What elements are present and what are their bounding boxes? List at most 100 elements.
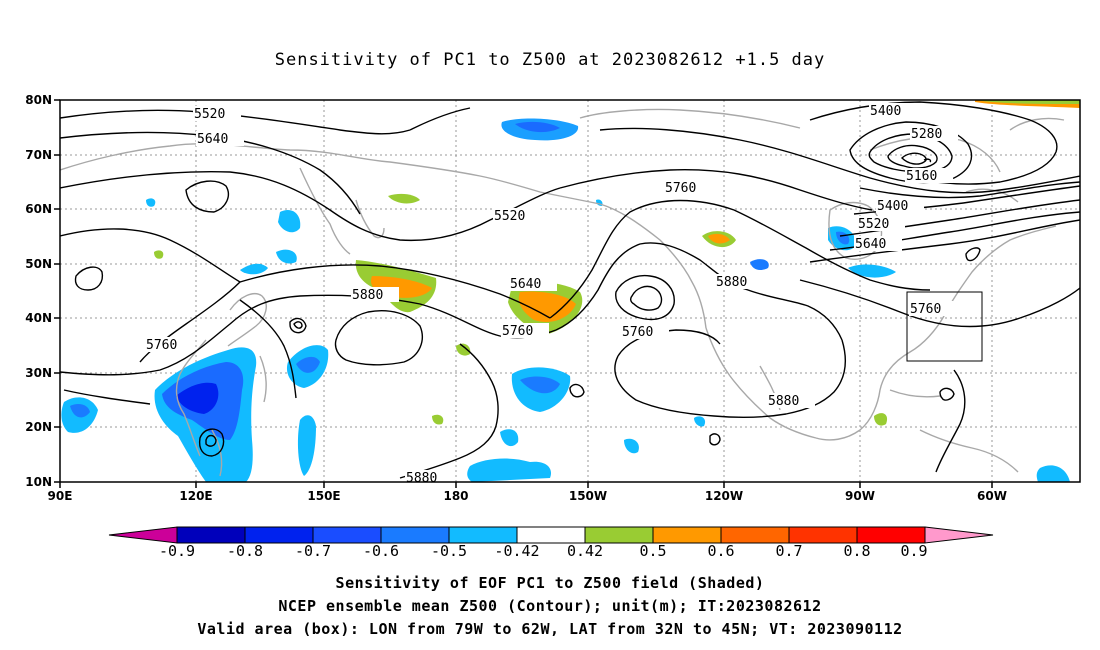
- shade-orange-canada: [708, 233, 730, 244]
- colorbar-label: 0.5: [639, 542, 666, 560]
- lat-label: 10N: [25, 475, 52, 489]
- colorbar-segment: [312, 526, 382, 544]
- shade-blue-rockies: [750, 259, 769, 270]
- lat-label: 50N: [25, 257, 52, 271]
- shade-blue-arctic: [515, 121, 560, 133]
- shade-cyan-atl-se: [1036, 465, 1070, 482]
- contour-label: 5160: [906, 169, 937, 184]
- colorbar-segment: [720, 526, 790, 544]
- colorbar-label: -0.8: [227, 542, 263, 560]
- contour-labels: 5520 5640 5400 5280 5160 5760 5520 5400 …: [145, 103, 958, 486]
- shade-blue-lakes: [848, 264, 896, 278]
- shade-blue-sw: [70, 404, 90, 418]
- shade-orange-nepac: [518, 291, 576, 323]
- contour-label: 5640: [510, 277, 541, 292]
- colorbar-label: -0.6: [363, 542, 399, 560]
- colorbar-segment: [176, 526, 246, 544]
- colorbar-label: 0.8: [843, 542, 870, 560]
- lon-label: 150E: [307, 489, 340, 503]
- lon-label: 90E: [48, 489, 73, 503]
- shade-cyan-japan-n: [240, 263, 268, 275]
- contour-label: 5640: [197, 132, 228, 147]
- contour-label: 5760: [146, 338, 177, 353]
- shade-green-dot-2: [432, 414, 444, 425]
- colorbar-segment: [380, 526, 450, 544]
- lat-label: 60N: [25, 202, 52, 216]
- colorbar-segment: [856, 526, 926, 544]
- colorbar-segment: [584, 526, 654, 544]
- lat-label: 40N: [25, 311, 52, 325]
- caption-valid-area: Valid area (box): LON from 79W to 62W, L…: [197, 620, 903, 638]
- shade-cyan-okhotsk: [278, 209, 301, 233]
- colorbar-label: 0.42: [567, 542, 603, 560]
- colorbar: [108, 526, 994, 544]
- contour-label: 5520: [194, 107, 225, 122]
- axis-ticks: [54, 99, 993, 488]
- colorbar-label: 0.6: [707, 542, 734, 560]
- lat-label: 20N: [25, 420, 52, 434]
- caption-contour: NCEP ensemble mean Z500 (Contour); unit(…: [278, 597, 822, 615]
- shade-cyan-tropic-2: [500, 429, 519, 447]
- latitude-labels: 80N 70N 60N 50N 40N 30N 20N 10N: [25, 93, 52, 489]
- lon-label: 120W: [705, 489, 743, 503]
- contour-label: 5760: [910, 302, 941, 317]
- contour-label: 5400: [877, 199, 908, 214]
- colorbar-segment: [788, 526, 858, 544]
- contour-label: 5520: [858, 217, 889, 232]
- colorbar-segment: [244, 526, 314, 544]
- contour-label: 5880: [716, 275, 747, 290]
- shade-blue-midpac: [520, 376, 560, 394]
- shade-green-kam: [388, 193, 420, 204]
- colorbar-label: -0.7: [295, 542, 331, 560]
- colorbar-labels: -0.9 -0.8 -0.7 -0.6 -0.5 -0.42 0.42 0.5 …: [159, 542, 928, 560]
- lon-label: 120E: [179, 489, 212, 503]
- colorbar-label: -0.42: [494, 542, 539, 560]
- shade-green-carib: [874, 413, 888, 426]
- colorbar-segment: [652, 526, 722, 544]
- shade-darkblue-eastasia: [176, 382, 219, 414]
- lat-label: 70N: [25, 148, 52, 162]
- map-frame: [59, 99, 1081, 483]
- longitude-labels: 90E 120E 150E 180 150W 120W 90W 60W: [48, 489, 1007, 503]
- contour-label: 5640: [855, 237, 886, 252]
- contour-label: 5520: [494, 209, 525, 224]
- colorbar-segment: [448, 526, 518, 544]
- caption-shaded: Sensitivity of EOF PC1 to Z500 field (Sh…: [335, 574, 765, 592]
- shade-cyan-dot-2: [624, 438, 639, 454]
- shade-cyan-japan-n2: [276, 249, 297, 264]
- map-title: Sensitivity of PC1 to Z500 at 2023082612…: [274, 50, 826, 70]
- shade-cyan-dot-3: [694, 416, 706, 427]
- lon-label: 180: [443, 489, 468, 503]
- shade-green-arctic: [975, 100, 1080, 104]
- shade-cyan-tropic-1: [467, 458, 552, 482]
- lat-label: 30N: [25, 366, 52, 380]
- colorbar-segment: [516, 526, 586, 544]
- shade-green-dot-1: [154, 250, 164, 259]
- colorbar-label: 0.7: [775, 542, 802, 560]
- shade-blue-philsea: [296, 356, 320, 373]
- colorbar-end-low: [108, 526, 178, 544]
- colorbar-end-high: [924, 526, 994, 544]
- lon-label: 60W: [977, 489, 1007, 503]
- lon-label: 90W: [845, 489, 875, 503]
- shade-green-small-1: [456, 343, 471, 356]
- contour-label: 5760: [622, 325, 653, 340]
- sensitivity-shading: [61, 100, 1080, 482]
- contour-label: 5280: [911, 127, 942, 142]
- valid-area-box: [906, 291, 983, 362]
- contour-label: 5400: [870, 104, 901, 119]
- colorbar-label: -0.5: [431, 542, 467, 560]
- shade-cyan-dot-1: [146, 198, 156, 207]
- colorbar-label: 0.9: [900, 542, 927, 560]
- lon-label: 150W: [569, 489, 607, 503]
- z500-contours: [60, 101, 1080, 479]
- colorbar-label: -0.9: [159, 542, 195, 560]
- shade-cyan-wpac: [297, 415, 316, 476]
- contour-label: 5880: [352, 288, 383, 303]
- contour-label: 5880: [768, 394, 799, 409]
- contour-label: 5760: [502, 324, 533, 339]
- lat-label: 80N: [25, 93, 52, 107]
- contour-label: 5880: [406, 471, 437, 486]
- contour-label: 5760: [665, 181, 696, 196]
